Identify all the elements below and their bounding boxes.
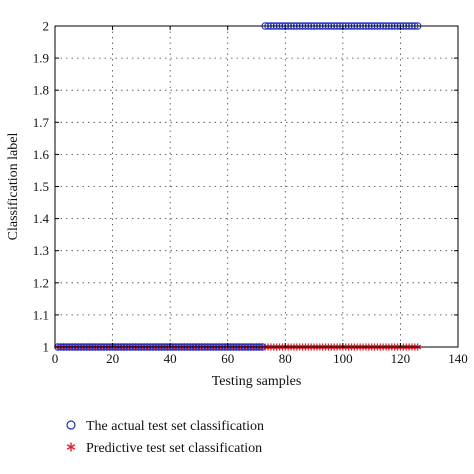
y-tick-label: 2 <box>43 19 50 34</box>
x-tick-label: 20 <box>106 351 119 366</box>
legend-asterisk-marker-icon <box>66 442 76 452</box>
plot-area-frame <box>54 25 459 348</box>
y-tick-label: 1.4 <box>33 211 50 226</box>
y-tick-label: 1.9 <box>33 51 49 66</box>
x-tick-label: 60 <box>221 351 234 366</box>
x-tick-label: 120 <box>391 351 411 366</box>
x-tick-label: 140 <box>448 351 468 366</box>
y-tick-label: 1.7 <box>33 115 50 130</box>
legend-item-actual: The actual test set classification <box>66 419 264 434</box>
legend-label-predictive: Predictive test set classification <box>86 441 262 456</box>
grid-lines <box>55 26 458 347</box>
y-tick-label: 1.8 <box>33 83 49 98</box>
legend: The actual test set classification Predi… <box>66 419 264 456</box>
axis-ticks: 0 20 40 60 80 100 120 140 1 1.1 1.2 1.3 1.4 1.5 1.6 1.7… <box>33 19 468 367</box>
y-tick-label: 1.5 <box>33 179 49 194</box>
y-tick-label: 1 <box>43 340 50 355</box>
legend-item-predictive: Predictive test set classification <box>66 441 262 456</box>
y-tick-label: 1.3 <box>33 243 49 258</box>
legend-circle-marker-icon <box>66 420 76 430</box>
x-tick-label: 40 <box>164 351 177 366</box>
x-tick-label: 80 <box>279 351 292 366</box>
x-tick-label: 0 <box>52 351 59 366</box>
x-axis-label: Testing samples <box>212 374 302 389</box>
y-tick-label: 1.6 <box>33 147 50 162</box>
y-axis-label: Classification label <box>6 133 21 241</box>
x-tick-label: 100 <box>333 351 353 366</box>
y-tick-label: 1.1 <box>33 307 49 322</box>
y-tick-label: 1.2 <box>33 275 49 290</box>
legend-label-actual: The actual test set classification <box>86 419 264 434</box>
